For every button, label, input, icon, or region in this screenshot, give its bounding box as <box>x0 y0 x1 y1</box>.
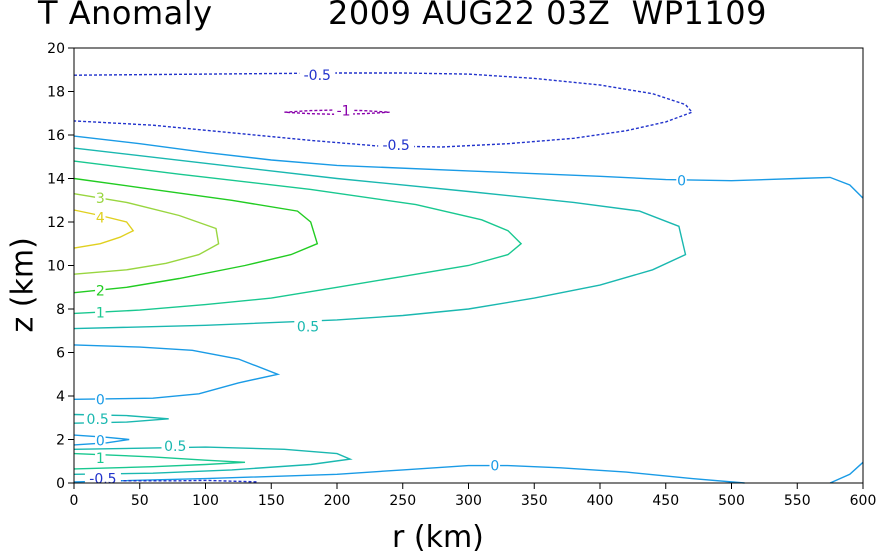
contour-label-bg <box>83 410 112 426</box>
contour-label-bg <box>95 432 106 448</box>
contour-label: 1 <box>96 305 105 321</box>
contour-label: 1 <box>96 451 105 467</box>
contour-label: -1 <box>337 104 351 120</box>
chart-subtitle: 2009 AUG22 03Z WP1109 <box>328 0 767 32</box>
contour-label-bg <box>676 172 687 188</box>
contour-1-upper <box>73 160 523 315</box>
contour-zero-bottom <box>73 464 745 484</box>
x-tick-label: 300 <box>455 493 482 509</box>
contour-zero-upper <box>73 135 864 199</box>
contour-label-bg <box>378 136 415 152</box>
contour-label-bg <box>95 449 106 465</box>
chart-title: T Anomaly <box>38 0 213 32</box>
contour-label-bg <box>489 457 501 473</box>
x-tick-label: 150 <box>258 493 285 509</box>
contour-zero-mid <box>73 344 281 400</box>
contour-label-bg <box>95 391 106 407</box>
contour-lines <box>73 72 864 484</box>
contour-label-bg <box>84 470 121 486</box>
y-tick-label: 10 <box>47 259 65 275</box>
x-tick-label: 200 <box>324 493 351 509</box>
contour-label-bg <box>294 318 322 334</box>
contour-2 <box>73 177 319 294</box>
x-tick-label: 250 <box>389 493 416 509</box>
contour-label-bg <box>161 438 190 454</box>
contour-1-low <box>73 452 246 470</box>
contour-label: 2 <box>96 284 105 300</box>
contour-label: 0.5 <box>164 439 186 455</box>
contour-label-bg <box>95 282 106 298</box>
x-tick-label: 350 <box>521 493 548 509</box>
y-tick-label: 14 <box>47 172 65 188</box>
contour-label: -0.5 <box>383 138 410 154</box>
contour-label: 0 <box>96 392 105 408</box>
y-axis: 0 2 4 6 8 10 12 14 16 18 20 <box>47 41 74 492</box>
x-tick-label: 600 <box>850 493 877 509</box>
x-axis-label: r (km) <box>392 520 484 555</box>
contour-label: 0 <box>96 434 105 450</box>
contour-neg05-top <box>73 72 694 148</box>
contour-05-low <box>73 446 353 475</box>
contour-neg1 <box>284 109 390 116</box>
x-tick-label: 0 <box>70 493 79 509</box>
contour-label: -0.5 <box>89 472 116 488</box>
x-axis: 0 50 100 150 200 250 300 350 400 450 500 550 600 <box>70 483 877 509</box>
contour-label: 0.5 <box>87 412 109 428</box>
contour-label-bg <box>95 209 106 225</box>
contour-zero-corner <box>829 461 864 484</box>
y-tick-label: 12 <box>47 215 65 231</box>
y-tick-label: 16 <box>47 128 65 144</box>
contour-label-bg <box>299 67 336 83</box>
contour-label: 0.5 <box>297 319 319 335</box>
x-tick-label: 550 <box>784 493 811 509</box>
y-axis-label: z (km) <box>5 237 41 333</box>
contour-label: 4 <box>96 211 105 227</box>
x-tick-label: 400 <box>587 493 614 509</box>
contour-label: 0 <box>677 174 686 190</box>
x-tick-label: 450 <box>652 493 679 509</box>
x-tick-label: 50 <box>131 493 149 509</box>
y-tick-label: 6 <box>56 346 65 362</box>
contour-label: -0.5 <box>304 68 331 84</box>
y-tick-label: 8 <box>56 302 65 318</box>
x-tick-label: 500 <box>718 493 745 509</box>
y-tick-label: 4 <box>56 389 65 405</box>
contour-label-bg <box>95 304 106 320</box>
contour-neg05-bottom <box>113 479 259 483</box>
contour-05-upper <box>73 147 687 330</box>
contour-label: 3 <box>96 191 105 207</box>
y-tick-label: 0 <box>56 476 65 492</box>
y-tick-label: 2 <box>56 433 65 449</box>
x-tick-label: 100 <box>192 493 219 509</box>
y-tick-label: 20 <box>47 41 65 57</box>
contour-label-bg <box>334 102 354 118</box>
contour-label: 0 <box>490 459 499 475</box>
contour-3 <box>73 193 220 275</box>
y-tick-label: 18 <box>47 85 65 101</box>
contour-label-bg <box>95 190 106 206</box>
